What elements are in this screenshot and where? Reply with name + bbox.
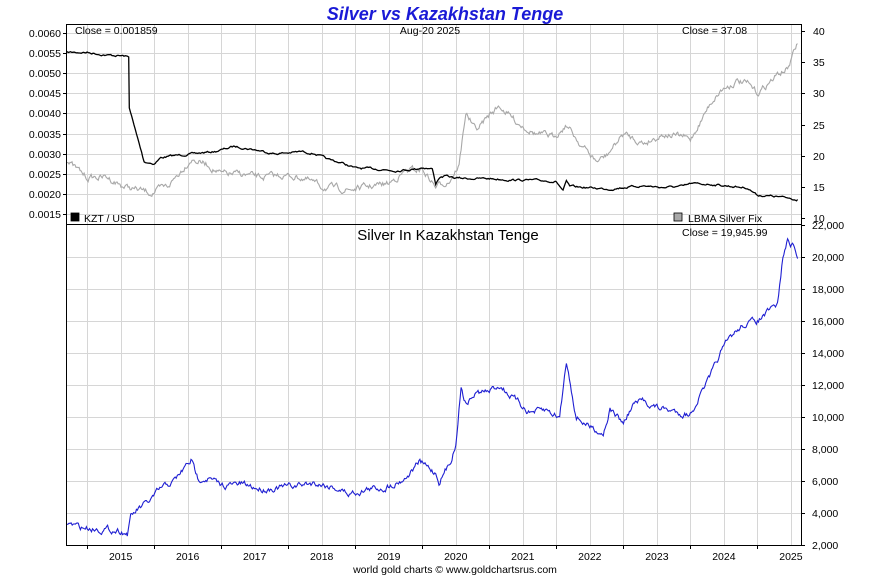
bottom-panel-grid	[67, 225, 801, 545]
x-axis-tick-label: 2017	[243, 551, 267, 563]
top-right-axis: 40 35 30 25 20 15 10	[801, 26, 825, 225]
bottom-right-axis-tick-label: 10,000	[812, 412, 844, 424]
bottom-right-axis: 22,000 20,000 18,000 16,000 14,000 12,000 10,0…	[801, 220, 844, 552]
left-axis-tick-label: 0.0050	[29, 68, 61, 80]
x-axis-tick-label: 2016	[176, 551, 200, 563]
bottom-right-axis-tick-label: 12,000	[812, 380, 844, 392]
left-axis-tick-label: 0.0030	[29, 149, 61, 161]
chart-title: Silver vs Kazakhstan Tenge	[327, 4, 563, 24]
x-axis-tick-label: 2020	[444, 551, 468, 563]
series-line-kzt-usd	[66, 50, 799, 202]
left-axis-tick-label: 0.0060	[29, 28, 61, 40]
left-axis-tick-label: 0.0035	[29, 129, 61, 141]
right-axis-tick-label: 10	[813, 213, 825, 225]
x-axis-tick-label: 2025	[779, 551, 803, 563]
bottom-right-axis-tick-label: 6,000	[812, 476, 838, 488]
right-axis-tick-label: 30	[813, 88, 825, 100]
right-axis-tick-label: 25	[813, 120, 825, 132]
right-axis-tick-label: 40	[813, 26, 825, 38]
left-axis-tick-label: 0.0045	[29, 88, 61, 100]
left-axis-tick-label: 0.0025	[29, 169, 61, 181]
silver-close-label: Close = 37.08	[682, 25, 747, 37]
right-axis-tick-label: 15	[813, 182, 825, 194]
right-axis-tick-label: 35	[813, 57, 825, 69]
bottom-close-label: Close = 19,945.99	[682, 227, 768, 239]
bottom-right-axis-tick-label: 4,000	[812, 508, 838, 520]
bottom-right-axis-tick-label: 16,000	[812, 316, 844, 328]
x-axis-tick-label: 2023	[645, 551, 669, 563]
series-line-silver-in-kzt	[66, 237, 799, 537]
bottom-right-axis-tick-label: 8,000	[812, 444, 838, 456]
bottom-right-axis-tick-label: 22,000	[812, 220, 844, 232]
left-axis-tick-label: 0.0020	[29, 189, 61, 201]
date-label: Aug-20 2025	[400, 25, 460, 37]
left-axis-tick-label: 0.0055	[29, 48, 61, 60]
bottom-right-axis-tick-label: 18,000	[812, 284, 844, 296]
top-panel-grid	[67, 25, 801, 224]
x-axis: 2015 2016 2017 2018 2019 2020 2021 2022 2023 2024…	[87, 545, 803, 563]
legend-label-kzt: KZT / USD	[84, 213, 135, 225]
left-axis-tick-label: 0.0040	[29, 108, 61, 120]
legend-swatch-silver	[673, 212, 683, 222]
series-line-lbma-silver-fix	[67, 43, 798, 198]
x-axis-tick-label: 2022	[578, 551, 602, 563]
right-axis-tick-label: 20	[813, 151, 825, 163]
left-axis-tick-label: 0.0015	[29, 209, 61, 221]
footer-credit: world gold charts © www.goldchartsrus.co…	[352, 564, 557, 575]
bottom-right-axis-tick-label: 14,000	[812, 348, 844, 360]
legend-label-silver: LBMA Silver Fix	[688, 213, 763, 225]
x-axis-tick-label: 2019	[377, 551, 401, 563]
x-axis-tick-label: 2015	[109, 551, 133, 563]
kzt-close-label: Close = 0.001859	[75, 25, 158, 37]
x-axis-tick-label: 2018	[310, 551, 334, 563]
top-left-axis: 0.0060 0.0055 0.0050 0.0045 0.0040 0.0035 0.00…	[29, 28, 67, 221]
bottom-right-axis-tick-label: 2,000	[812, 540, 838, 552]
bottom-panel-title: Silver In Kazakhstan Tenge	[357, 227, 539, 244]
x-axis-tick-label: 2024	[712, 551, 736, 563]
bottom-right-axis-tick-label: 20,000	[812, 252, 844, 264]
legend-swatch-kzt	[70, 212, 80, 222]
x-axis-tick-label: 2021	[511, 551, 535, 563]
